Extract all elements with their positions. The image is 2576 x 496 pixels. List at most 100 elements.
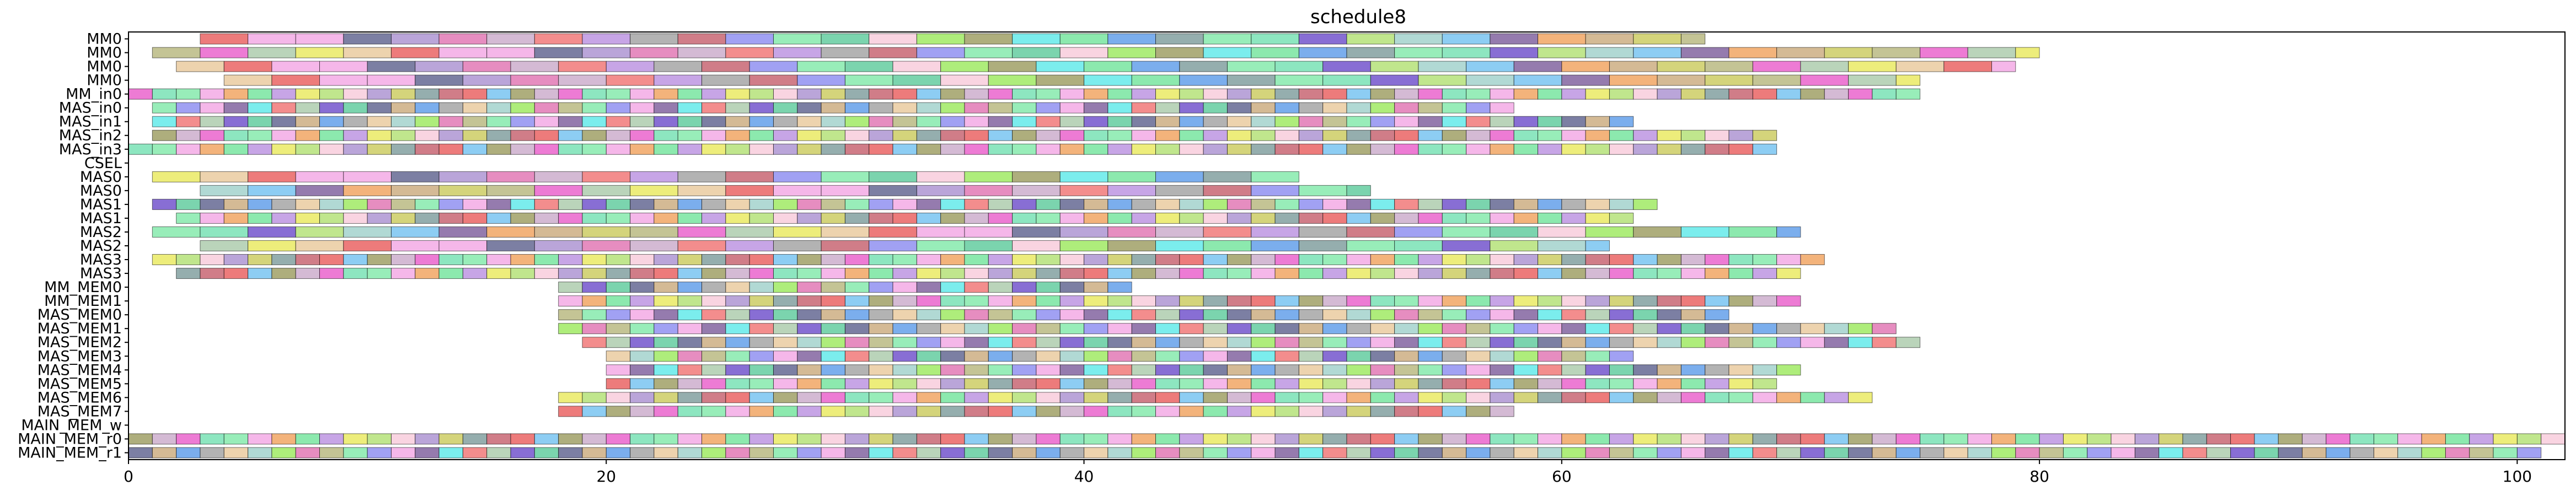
task-bar [869,351,893,362]
task-bar [319,116,344,127]
task-bar [1131,351,1156,362]
task-bar [606,406,631,417]
task-bar [1680,447,1706,459]
task-bar [1490,226,1539,238]
task-bar [630,295,655,307]
task-bar [773,47,822,58]
task-bar [1466,392,1491,403]
task-bar [1107,47,1156,58]
task-bar [1490,323,1514,335]
task-bar [152,130,177,141]
task-bar [1059,102,1085,114]
task-bar [654,212,678,224]
task-bar [773,130,798,141]
task-bar [606,74,655,86]
task-bar [1203,198,1228,210]
task-bar [821,130,845,141]
task-bar [248,212,272,224]
row-label: MM_MEM1 [44,293,122,310]
task-bar [128,447,153,459]
task-bar [630,171,678,182]
task-bar [988,198,1013,210]
task-bar [916,406,941,417]
task-bar [534,102,559,114]
task-bar [319,268,344,279]
task-bar [1394,47,1443,58]
task-bar [749,254,774,266]
task-bar [1346,447,1371,459]
task-bar [1179,88,1204,100]
task-bar [940,88,965,100]
task-bar [606,198,631,210]
task-bar [940,116,965,127]
task-bar [1274,143,1299,155]
task-bar [701,74,750,86]
task-bar [1442,378,1467,390]
task-bar [677,102,703,114]
task-bar [1059,212,1085,224]
task-bar [964,433,989,445]
task-bar [1274,351,1299,362]
task-bar [1036,433,1061,445]
task-bar [1203,337,1228,348]
task-bar [821,88,845,100]
task-bar [1538,351,1562,362]
task-bar [1012,378,1037,390]
task-bar [1298,198,1324,210]
task-bar [1466,198,1491,210]
task-bar [1036,295,1061,307]
task-bar [1513,447,1539,459]
task-bar [916,47,965,58]
task-bar [821,406,845,417]
task-bar [1322,102,1347,114]
task-bar [248,198,272,210]
task-bar [1490,212,1514,224]
task-bar [1251,198,1276,210]
task-bar [248,240,296,252]
task-bar [1203,351,1228,362]
task-bar [916,226,965,238]
task-bar [654,102,678,114]
task-bar [821,116,845,127]
task-bar [1370,88,1395,100]
task-bar [1059,406,1085,417]
task-bar [1227,254,1252,266]
task-bar [1561,337,1586,348]
task-bar [223,61,272,72]
task-bar [2039,433,2064,445]
task-bar [1728,130,1753,141]
task-bar [988,295,1013,307]
task-bar [176,254,201,266]
task-bar [773,337,798,348]
task-bar [1633,295,1658,307]
task-bar [1394,392,1419,403]
task-bar [1585,295,1610,307]
task-bar [1442,130,1467,141]
task-bar [1059,47,1108,58]
task-bar [1466,254,1491,266]
x-tick-label: 80 [2029,467,2049,486]
task-bar [1466,268,1491,279]
task-bar [1418,198,1443,210]
task-bar [630,185,678,196]
task-bar [988,212,1013,224]
task-bar [582,406,607,417]
task-bar [1585,447,1610,459]
task-bar [1346,212,1371,224]
task-bar [1012,185,1061,196]
task-bar [1513,392,1539,403]
task-bar [773,351,798,362]
task-bar [1752,392,1777,403]
task-bar [319,74,368,86]
schedule-bars [128,33,2566,459]
task-bar [200,116,224,127]
task-bar [1346,268,1371,279]
task-bar [701,61,750,72]
task-bar [1084,254,1108,266]
task-bar [1561,268,1586,279]
task-bar [940,406,965,417]
task-bar [821,102,845,114]
task-bar [343,254,368,266]
task-bar [1585,198,1610,210]
task-bar [1442,226,1491,238]
